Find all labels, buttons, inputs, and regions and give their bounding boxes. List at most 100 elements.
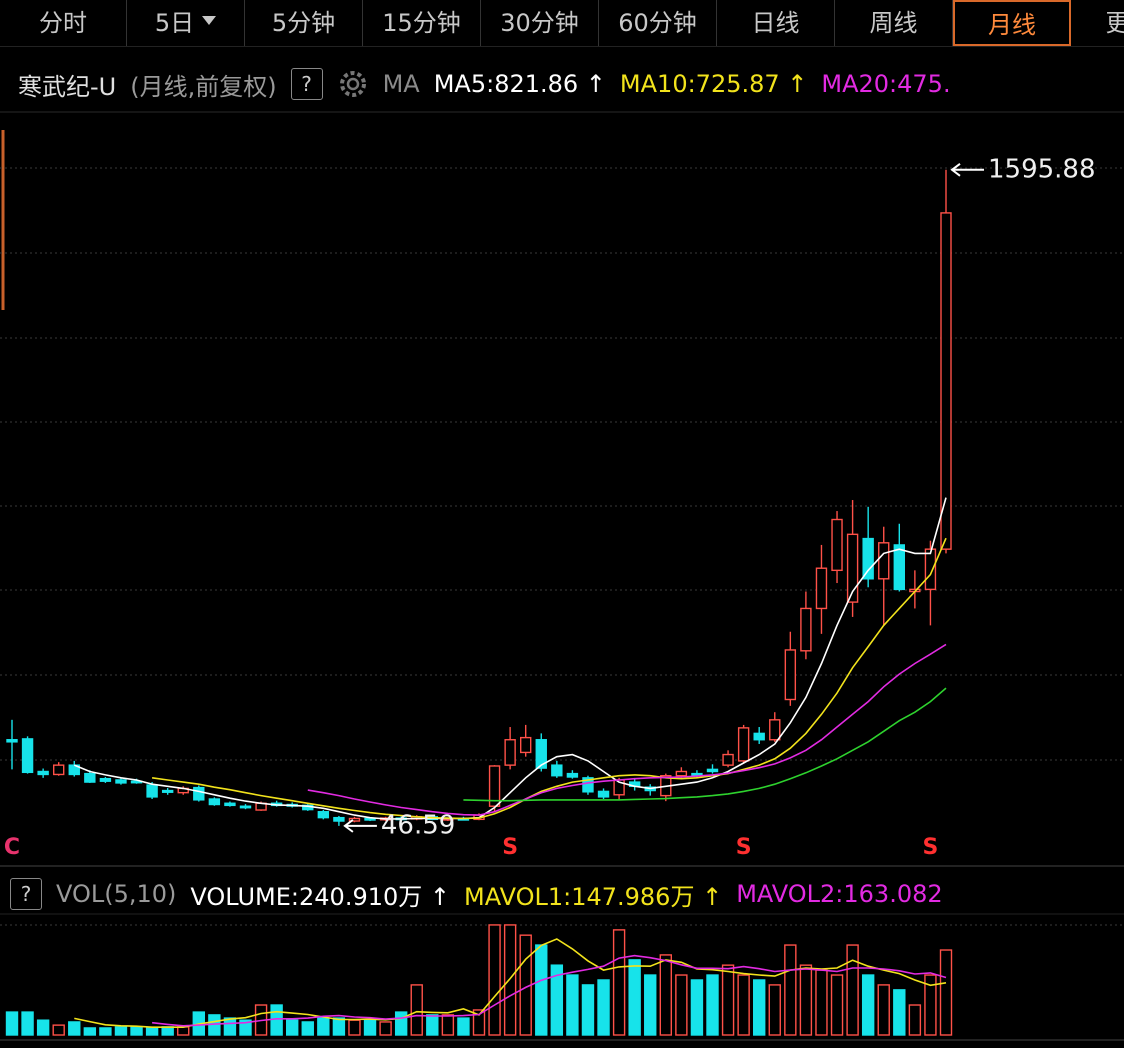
volume-bar [846,944,859,1036]
volume-bar [145,1027,159,1036]
volume-bar [457,1017,470,1036]
volume-bar [332,1017,346,1036]
volume-bar [644,974,657,1036]
volume-bar [612,929,626,1036]
extreme-label: 46.59 [381,810,455,840]
candle-body [333,816,345,822]
volume-bar [799,964,813,1036]
candle-body [566,772,579,778]
candle-body [784,649,797,701]
candle-body [520,736,532,754]
candle-body [457,817,470,821]
candle-body [878,542,890,580]
volume-bar [161,1026,174,1036]
period-tab[interactable]: 日线 [717,0,835,46]
candle-body [53,764,65,776]
signal-marker: S [502,835,518,860]
help-button[interactable]: ? [290,68,323,100]
candle-body [815,567,828,610]
volume-bar [628,959,641,1036]
volume-bar [130,1026,143,1036]
candle-body [628,781,641,788]
volume-bar [317,1017,330,1036]
candle-body [473,814,485,821]
volume-bar [721,964,735,1036]
volume-bar [753,979,766,1036]
settings-icon[interactable] [337,68,369,100]
candle-body [411,816,423,820]
volume-bar [441,1014,455,1036]
volume-bar [223,1017,237,1036]
ma-line [152,954,947,1027]
volume-bar [924,974,937,1036]
candle-body [504,739,516,766]
candle-body [769,719,781,741]
candle-body [302,804,314,811]
price-header: 寒武纪-U (月线,前复权) ? MA MA5:821.86 ↑ MA10:725… [18,64,1124,104]
volume-bar [363,1019,377,1036]
volume-bar [597,979,610,1036]
period-tab[interactable]: 月线 [953,0,1071,46]
candle-body [893,544,905,591]
candle-body [488,765,501,807]
volume-bar [784,944,797,1036]
volume-bar [192,1011,206,1036]
grid [0,167,1124,926]
volume-bar [270,1004,283,1036]
volume-bar [488,924,501,1036]
volume-bar [5,1011,19,1036]
candle-body [84,772,96,783]
candle-body [862,537,874,580]
volume-bar [706,974,719,1036]
candle-body [146,784,158,798]
period-tab[interactable]: 周线 [835,0,953,46]
period-tab[interactable]: 分时 [0,0,127,46]
period-tab[interactable]: 60分钟 [599,0,717,46]
volume-bar [114,1026,128,1036]
candle-body [37,770,49,776]
volume-bar [893,989,906,1036]
candle-body [535,739,547,769]
legend-entry: VOLUME:240.910万 ↑ [190,882,450,911]
ma-line [73,497,947,820]
candle-body [909,588,921,593]
extreme-label: 1595.88 [988,154,1096,184]
candle-body [255,802,267,811]
volume-bar [877,984,890,1036]
volume-bar [177,1026,190,1036]
candle-body [737,727,750,762]
volume-bar [21,1011,34,1036]
period-tab[interactable]: 30分钟 [481,0,599,46]
volume-bar [208,1014,221,1036]
period-tab[interactable]: 5分钟 [245,0,363,46]
period-tab[interactable]: 15分钟 [363,0,481,46]
volume-bar [379,1021,392,1036]
ma-line [151,537,947,820]
candle-body [831,518,843,572]
legend-entry: MA5:821.86 ↑ [433,70,606,98]
period-tab[interactable]: 5日 [127,0,245,46]
volume-bar [815,969,828,1036]
candle-body [753,732,765,741]
candle-body [177,787,189,794]
volume-bar [99,1027,112,1036]
volume-bar [254,1004,268,1036]
candle-body [644,786,656,792]
volume-bar [908,1004,922,1036]
period-tab[interactable]: 更多 [1071,0,1124,46]
candle-body [426,816,438,821]
legend-entry: MA10:725.87 ↑ [619,70,808,98]
volume-bar [861,974,875,1036]
candle-body [115,779,127,784]
volume-bar [348,1019,361,1036]
volume-bar [566,974,579,1036]
legend-entry: MAVOL1:147.986万 ↑ [464,882,723,911]
ma-line [307,643,947,816]
candle-body [800,607,812,652]
candle-body [68,764,80,776]
volume-bar [550,964,564,1036]
volume-bar [68,1021,81,1036]
candle-body [613,779,625,796]
candle-body [551,764,563,777]
help-button[interactable]: ? [10,878,42,910]
